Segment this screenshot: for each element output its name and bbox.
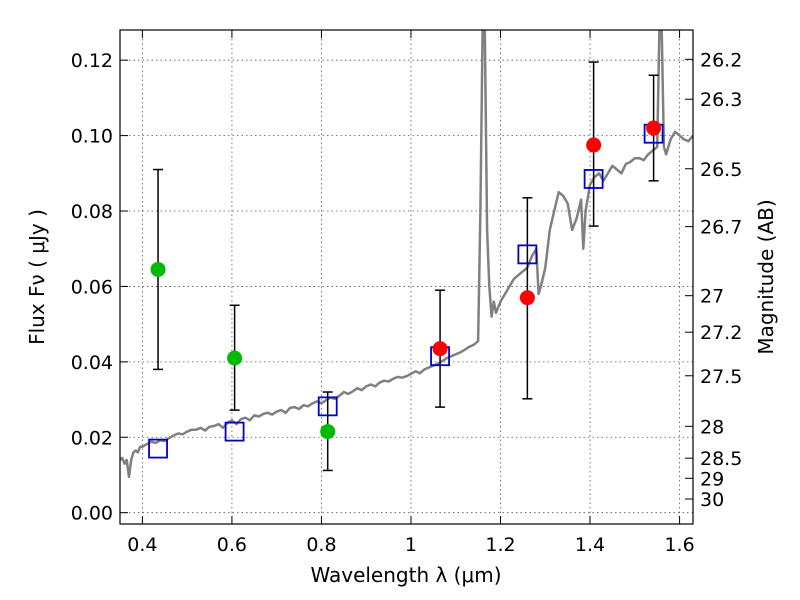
magnitude-tick-label: 28: [700, 416, 724, 438]
plot-frame: [119, 29, 694, 525]
y-tick-label: 0.10: [71, 126, 113, 148]
y-tick-label: 0.08: [71, 201, 113, 223]
optical-flux-point: [227, 350, 243, 366]
plot-area: [120, 30, 693, 479]
y2-axis-title: Magnitude (AB): [754, 199, 778, 354]
x-tick-label: 1.4: [575, 534, 605, 556]
template-sed-line: [120, 30, 693, 479]
x-tick-label: 0.8: [306, 534, 336, 556]
x-tick-label: 1.6: [664, 534, 694, 556]
infrared-flux-point: [432, 341, 448, 357]
magnitude-tick-label: 29: [700, 468, 724, 490]
y-tick-label: 0.02: [71, 427, 113, 449]
infrared-flux-point: [519, 290, 535, 306]
grid-lines: [120, 30, 693, 524]
x-tick-label: 1.2: [485, 534, 515, 556]
magnitude-tick-label: 26.3: [700, 89, 742, 111]
optical-flux-point: [150, 261, 166, 277]
magnitude-tick-label: 26.7: [700, 217, 742, 239]
axis-ticks: [120, 30, 693, 524]
model-flux-square: [224, 421, 245, 442]
magnitude-tick-label: 28.5: [700, 448, 742, 470]
x-tick-labels: 0.4 0.6 0.8 1 1.2 1.4 1.6: [127, 534, 694, 556]
y-tick-label: 0.04: [71, 352, 113, 374]
magnitude-tick-label: 27.5: [700, 366, 742, 388]
y-tick-label: 0.00: [71, 503, 113, 525]
magnitude-tick-label: 26.5: [700, 159, 742, 181]
magnitude-tick-label: 30: [700, 489, 724, 511]
infrared-flux-point: [646, 120, 662, 136]
model-flux-square: [148, 438, 168, 459]
model-flux-square: [317, 396, 338, 417]
magnitude-tick-label: 27: [700, 286, 724, 308]
x-tick-label: 0.6: [217, 534, 247, 556]
optical-flux-point: [320, 424, 336, 440]
model-flux-square: [517, 244, 538, 265]
model-flux-square: [583, 169, 604, 189]
y-tick-labels: 0.00 0.02 0.04 0.06 0.08 0.10 0.12: [71, 50, 113, 525]
x-axis-title: Wavelength λ (μm): [310, 563, 501, 587]
y-tick-label: 0.12: [71, 50, 113, 72]
x-tick-label: 1: [405, 534, 417, 556]
magnitude-tick-label: 27.2: [700, 322, 742, 344]
magnitude-tick-label: 26.2: [700, 49, 742, 71]
y-tick-label: 0.06: [71, 276, 113, 298]
y-axis-title: Flux Fν ( μJy ): [25, 209, 49, 345]
x-tick-label: 0.4: [127, 534, 157, 556]
infrared-flux-point: [586, 137, 602, 153]
